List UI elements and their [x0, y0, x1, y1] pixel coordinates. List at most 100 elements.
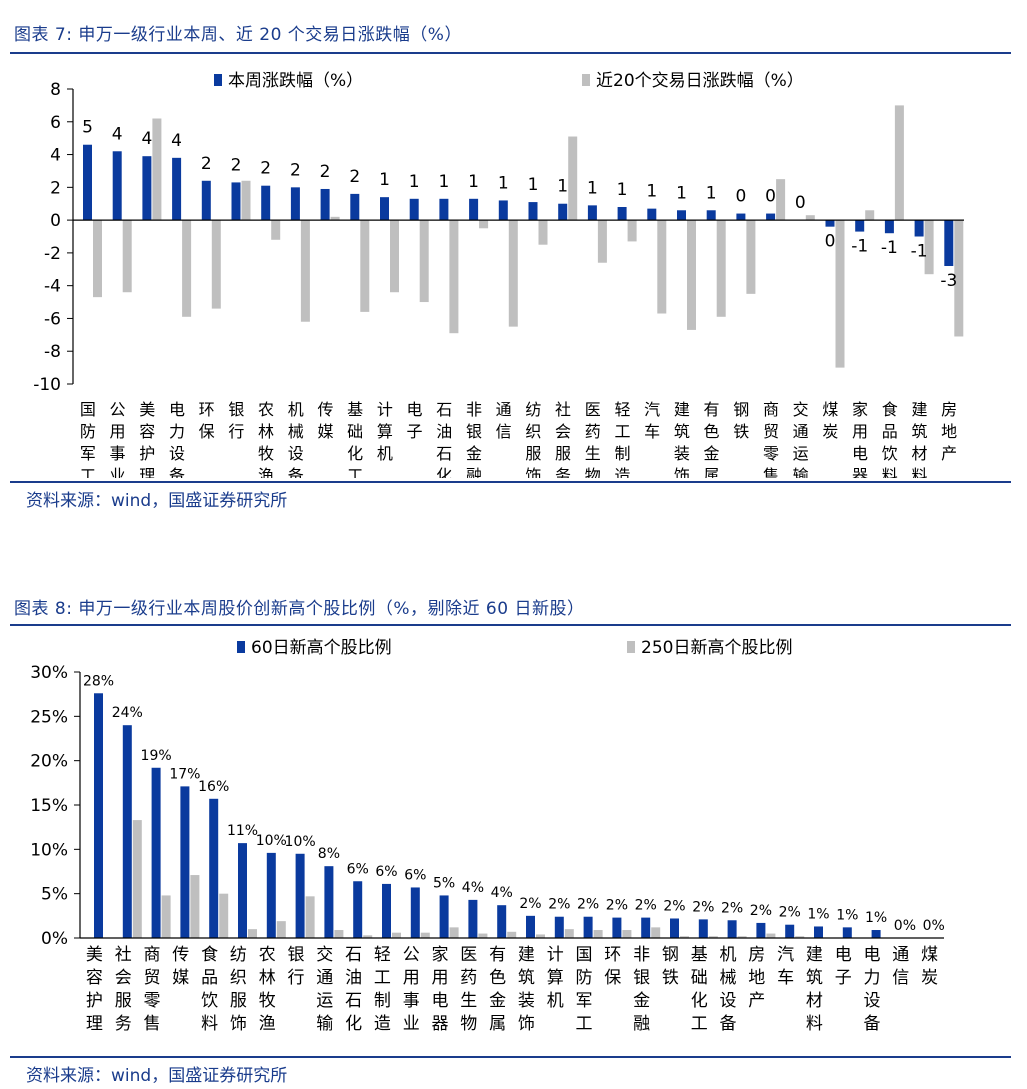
x-tick-label-char: 林 [259, 968, 276, 988]
bar-figure7-s2-4 [211, 220, 221, 309]
data-label: 2% [548, 897, 570, 913]
data-label: 19% [141, 748, 172, 764]
bar-figure8-s2-5 [248, 929, 257, 938]
x-tick-label-char: 汽 [777, 945, 794, 965]
bar-figure7-s2-21 [716, 220, 726, 317]
bar-figure7-s2-23 [776, 179, 786, 221]
legend-label: 250日新高个股比例 [641, 638, 792, 658]
x-tick-label-char: 会 [555, 422, 571, 441]
data-label: 1% [865, 910, 887, 926]
y-tick-label: 4 [50, 146, 61, 166]
bar-figure7-s1-22 [736, 213, 746, 221]
figure7-source: 资料来源：wind，国盛证券研究所 [26, 491, 288, 511]
data-label: 2 [349, 167, 360, 187]
figure7-chart: 86420-2-4-6-8-105国防军工4公用事业4美容护理4电力设备2环保2… [33, 71, 964, 478]
data-label: 11% [227, 823, 258, 839]
x-tick-label-char: 零 [763, 444, 779, 463]
bar-figure8-s1-16 [554, 916, 564, 938]
x-tick-label-char: 防 [576, 968, 593, 988]
bar-figure7-s1-23 [766, 213, 776, 221]
x-tick-label-char: 力 [169, 422, 185, 441]
bar-figure8-s2-12 [449, 927, 459, 938]
bar-figure7-s1-12 [439, 198, 449, 221]
bar-figure7-s1-14 [498, 200, 508, 221]
x-tick-label-char: 理 [139, 466, 155, 478]
figure7-top-rule [10, 52, 1011, 54]
x-tick-label-char: 器 [852, 466, 868, 478]
x-tick-label-char: 售 [763, 466, 779, 478]
bar-figure8-s2-20 [680, 936, 689, 938]
bar-figure7-s2-16 [568, 136, 578, 221]
bar-figure8-s2-13 [478, 933, 488, 938]
bar-figure7-s1-13 [469, 198, 479, 221]
bar-figure8-s1-27 [871, 930, 881, 938]
x-tick-label-char: 生 [460, 991, 477, 1011]
x-tick-label-char: 工 [691, 1014, 708, 1034]
x-tick-label-char: 产 [941, 444, 957, 463]
bar-figure8-s1-9 [353, 881, 363, 938]
bar-figure7-s2-25 [835, 220, 845, 368]
x-tick-label-char: 筑 [518, 968, 535, 988]
bar-figure8-s2-22 [737, 936, 747, 938]
bar-figure8-s2-1 [132, 820, 142, 938]
y-tick-label: 30% [30, 663, 68, 683]
x-tick-label-char: 银 [228, 400, 244, 419]
x-tick-label-char: 子 [835, 968, 852, 988]
x-tick-label-char: 业 [403, 1014, 420, 1034]
x-tick-label-char: 通 [316, 968, 333, 988]
x-tick-label-char: 备 [720, 1014, 737, 1034]
x-tick-label-char: 车 [777, 968, 794, 988]
x-tick-label-char: 传 [172, 945, 189, 965]
y-tick-label: 20% [30, 752, 68, 772]
bar-figure8-s2-18 [622, 930, 632, 938]
figure8-top-rule [10, 624, 1011, 626]
bar-figure8-s1-18 [612, 917, 622, 938]
y-tick-label: 0 [50, 211, 61, 231]
x-tick-label-char: 银 [288, 945, 305, 965]
legend-swatch-primary [237, 641, 245, 653]
data-label: 1 [706, 183, 717, 203]
x-tick-label-char: 家 [852, 400, 868, 419]
x-tick-label-char: 容 [86, 968, 103, 988]
bar-figure8-s1-13 [468, 899, 478, 938]
x-tick-label-char: 材 [806, 991, 823, 1011]
data-label: 2 [201, 154, 212, 174]
bar-figure8-s2-24 [795, 936, 805, 938]
bar-figure7-s1-16 [558, 203, 568, 221]
x-tick-label-char: 基 [347, 400, 363, 419]
x-tick-label-char: 容 [139, 422, 155, 441]
x-tick-label-char: 贸 [144, 968, 161, 988]
x-tick-label-char: 公 [403, 945, 420, 965]
data-label: 5% [433, 875, 455, 891]
x-tick-label-char: 品 [882, 422, 898, 441]
data-label: -3 [940, 271, 957, 291]
x-tick-label-char: 护 [86, 991, 103, 1011]
data-label: -1 [881, 238, 898, 258]
bar-figure8-s2-21 [708, 936, 718, 938]
x-tick-label-char: 备 [288, 466, 304, 478]
x-tick-label-char: 公 [110, 400, 126, 419]
x-tick-label-char: 工 [576, 1014, 593, 1034]
bar-figure7-s2-2 [152, 118, 162, 221]
bar-figure7-s1-25 [825, 220, 835, 227]
y-tick-label: 0% [41, 929, 68, 949]
data-label: 4 [171, 131, 182, 151]
x-tick-label-char: 交 [793, 400, 809, 419]
x-tick-label-char: 料 [882, 466, 898, 478]
x-tick-label-char: 媒 [172, 968, 189, 988]
data-label: 0 [765, 187, 776, 207]
bar-figure7-s1-11 [409, 198, 419, 221]
bar-figure7-s2-9 [360, 220, 370, 312]
y-tick-label: -6 [44, 309, 61, 329]
y-tick-label: 10% [30, 840, 68, 860]
x-tick-label-char: 药 [585, 422, 601, 441]
x-tick-label-char: 事 [110, 444, 126, 463]
bar-figure7-s2-8 [330, 216, 340, 221]
x-tick-label-char: 家 [432, 945, 449, 965]
data-label: 24% [112, 705, 143, 721]
bar-figure8-s2-14 [507, 931, 517, 938]
bar-figure8-s1-11 [410, 887, 420, 938]
x-tick-label-char: 信 [892, 968, 909, 988]
x-tick-label-char: 炭 [822, 422, 838, 441]
